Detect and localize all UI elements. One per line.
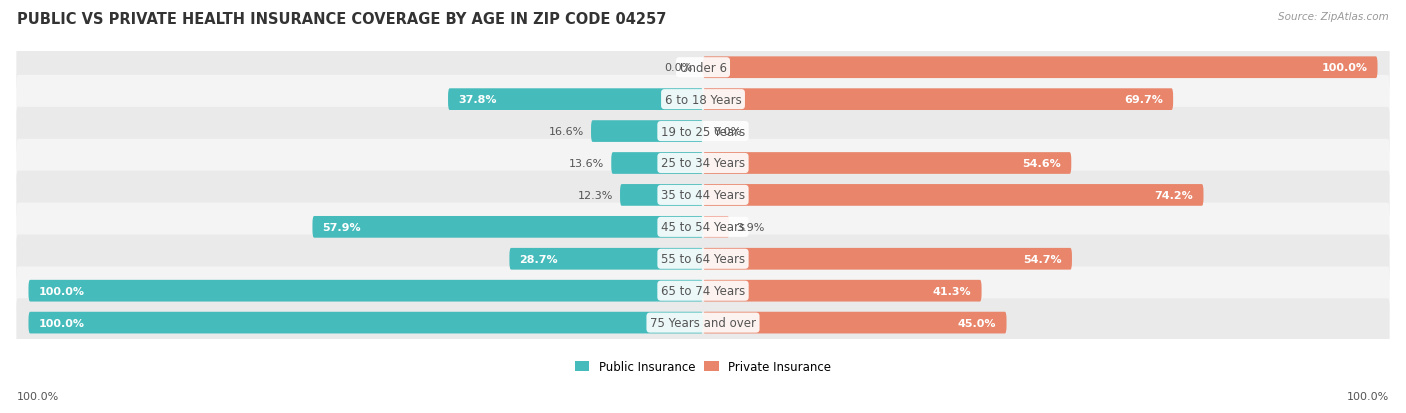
Text: 45 to 54 Years: 45 to 54 Years: [661, 221, 745, 234]
Text: Source: ZipAtlas.com: Source: ZipAtlas.com: [1278, 12, 1389, 22]
FancyBboxPatch shape: [17, 140, 1389, 188]
FancyBboxPatch shape: [449, 89, 703, 111]
Text: 41.3%: 41.3%: [932, 286, 972, 296]
FancyBboxPatch shape: [703, 185, 1204, 206]
Text: 74.2%: 74.2%: [1154, 190, 1194, 200]
FancyBboxPatch shape: [703, 280, 981, 302]
Text: 75 Years and over: 75 Years and over: [650, 316, 756, 329]
Legend: Public Insurance, Private Insurance: Public Insurance, Private Insurance: [575, 360, 831, 373]
FancyBboxPatch shape: [612, 153, 703, 174]
Text: 54.7%: 54.7%: [1024, 254, 1062, 264]
FancyBboxPatch shape: [703, 312, 1007, 334]
Text: 13.6%: 13.6%: [569, 159, 605, 169]
FancyBboxPatch shape: [703, 89, 1173, 111]
FancyBboxPatch shape: [17, 107, 1389, 156]
Text: 57.9%: 57.9%: [322, 222, 361, 232]
Text: 100.0%: 100.0%: [17, 391, 59, 401]
FancyBboxPatch shape: [703, 248, 1071, 270]
Text: 35 to 44 Years: 35 to 44 Years: [661, 189, 745, 202]
Text: Under 6: Under 6: [679, 62, 727, 74]
Text: 37.8%: 37.8%: [458, 95, 496, 105]
FancyBboxPatch shape: [28, 280, 703, 302]
Text: 69.7%: 69.7%: [1125, 95, 1163, 105]
Text: 0.0%: 0.0%: [713, 127, 741, 137]
Text: 100.0%: 100.0%: [1347, 391, 1389, 401]
Text: 6 to 18 Years: 6 to 18 Years: [665, 93, 741, 107]
FancyBboxPatch shape: [17, 171, 1389, 220]
Text: 100.0%: 100.0%: [38, 286, 84, 296]
FancyBboxPatch shape: [703, 57, 1378, 79]
Text: 12.3%: 12.3%: [578, 190, 613, 200]
FancyBboxPatch shape: [17, 235, 1389, 283]
FancyBboxPatch shape: [17, 76, 1389, 124]
Text: 55 to 64 Years: 55 to 64 Years: [661, 253, 745, 266]
FancyBboxPatch shape: [17, 267, 1389, 315]
Text: 28.7%: 28.7%: [520, 254, 558, 264]
FancyBboxPatch shape: [703, 216, 730, 238]
FancyBboxPatch shape: [591, 121, 703, 142]
Text: 45.0%: 45.0%: [957, 318, 997, 328]
Text: 54.6%: 54.6%: [1022, 159, 1062, 169]
Text: PUBLIC VS PRIVATE HEALTH INSURANCE COVERAGE BY AGE IN ZIP CODE 04257: PUBLIC VS PRIVATE HEALTH INSURANCE COVER…: [17, 12, 666, 27]
FancyBboxPatch shape: [312, 216, 703, 238]
Text: 3.9%: 3.9%: [737, 222, 765, 232]
FancyBboxPatch shape: [17, 44, 1389, 92]
Text: 19 to 25 Years: 19 to 25 Years: [661, 125, 745, 138]
Text: 0.0%: 0.0%: [665, 63, 693, 73]
Text: 16.6%: 16.6%: [548, 127, 585, 137]
FancyBboxPatch shape: [28, 312, 703, 334]
Text: 100.0%: 100.0%: [1322, 63, 1368, 73]
Text: 100.0%: 100.0%: [38, 318, 84, 328]
FancyBboxPatch shape: [17, 203, 1389, 252]
FancyBboxPatch shape: [17, 299, 1389, 347]
FancyBboxPatch shape: [509, 248, 703, 270]
FancyBboxPatch shape: [703, 153, 1071, 174]
FancyBboxPatch shape: [620, 185, 703, 206]
Text: 65 to 74 Years: 65 to 74 Years: [661, 285, 745, 297]
Text: 25 to 34 Years: 25 to 34 Years: [661, 157, 745, 170]
